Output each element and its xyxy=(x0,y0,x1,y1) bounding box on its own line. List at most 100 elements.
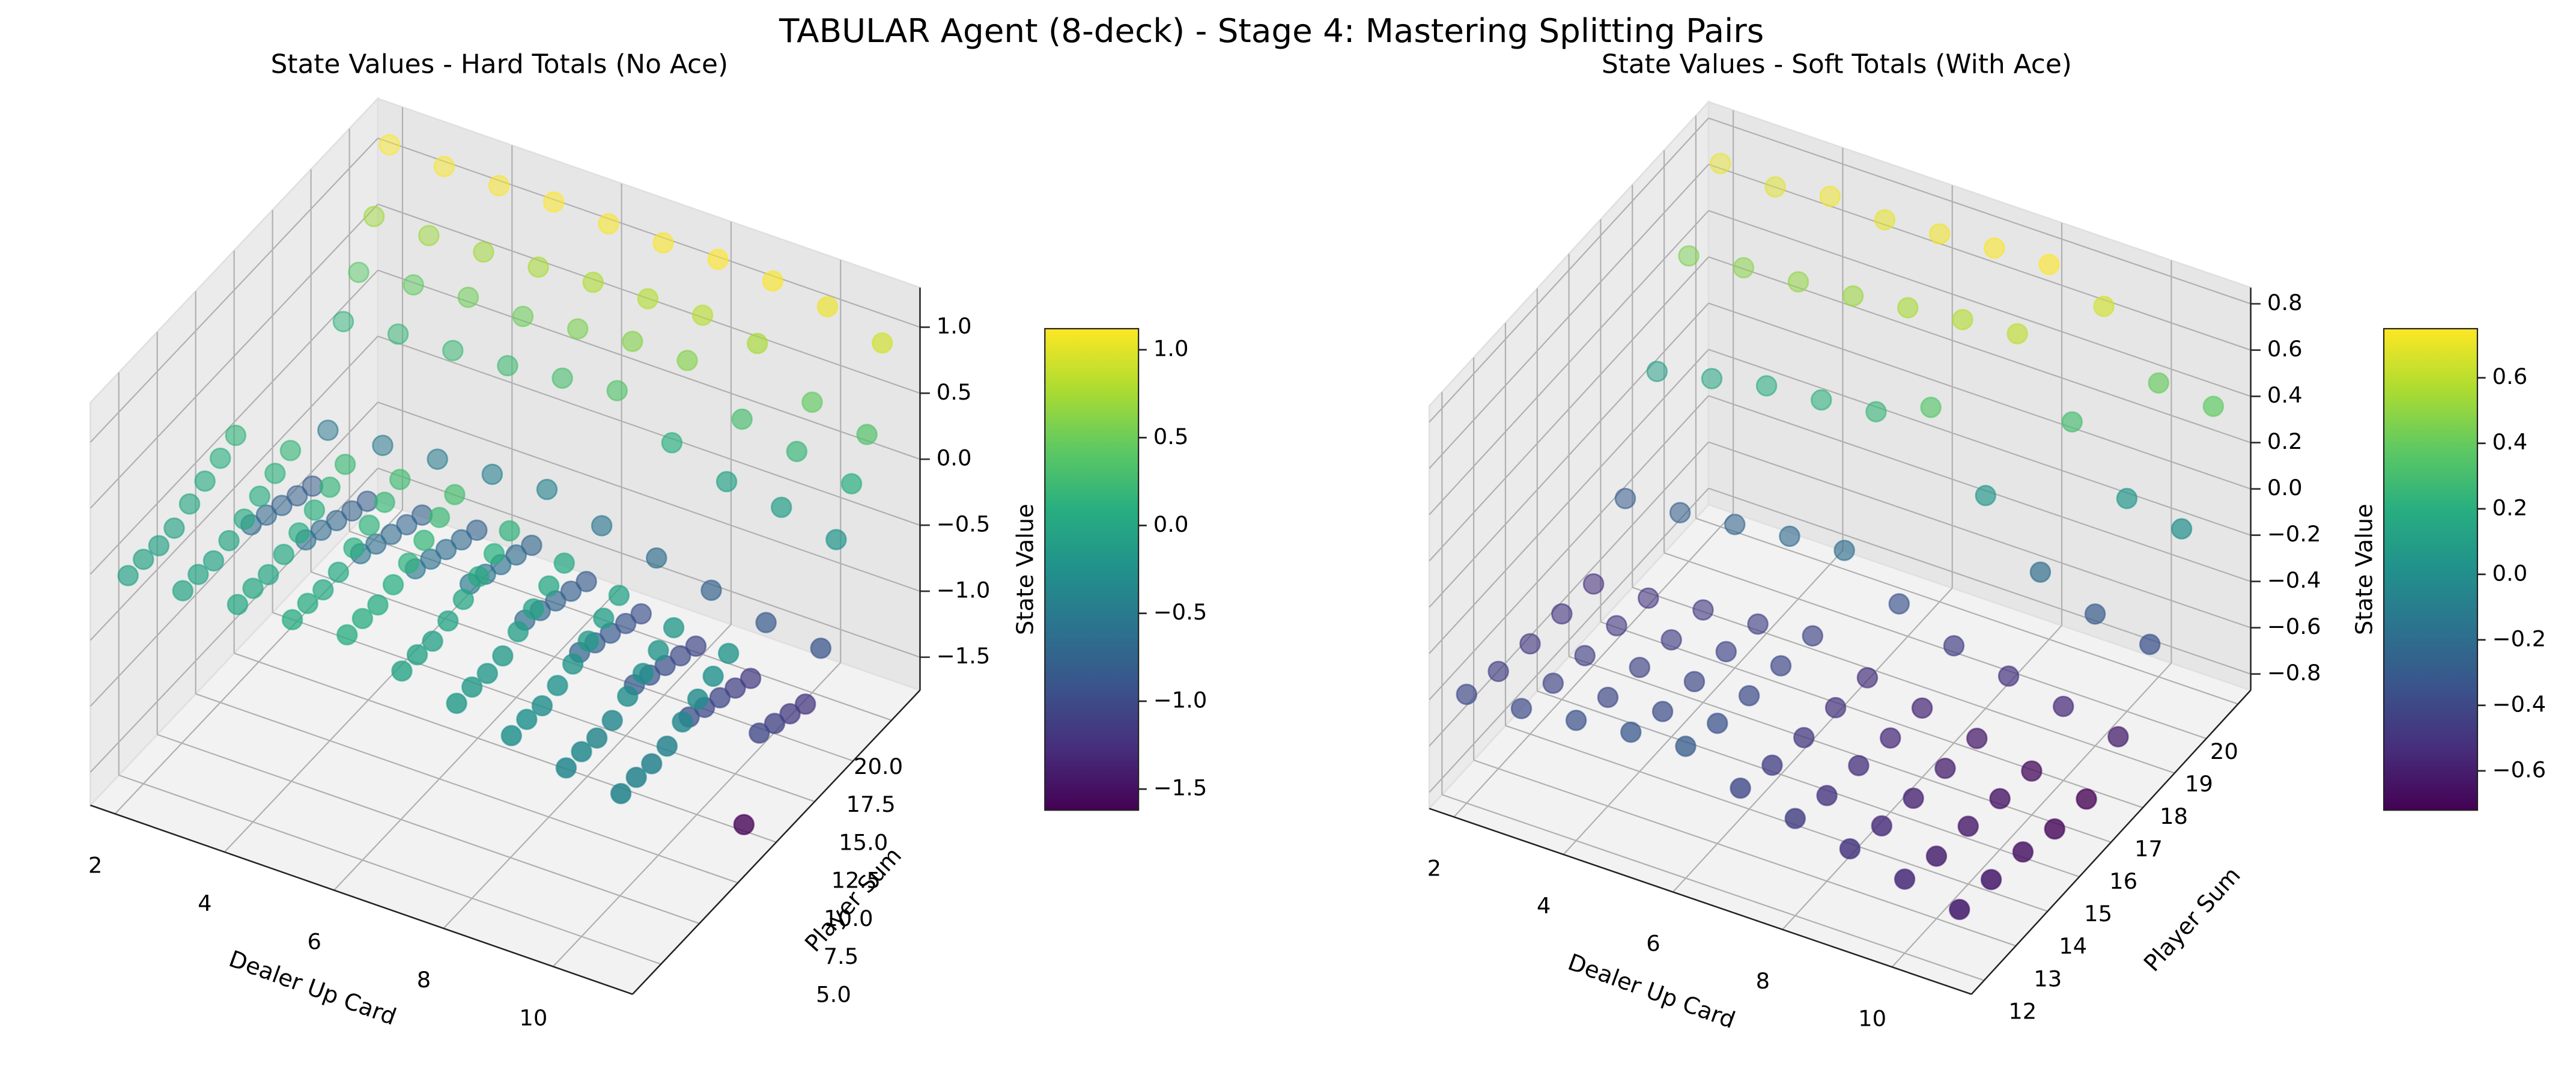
point xyxy=(547,675,568,696)
point xyxy=(625,766,647,788)
point xyxy=(591,515,613,537)
point xyxy=(598,213,619,235)
point xyxy=(202,550,225,572)
point xyxy=(336,624,358,646)
y-tick-label: 17 xyxy=(2134,836,2163,862)
point xyxy=(264,463,286,484)
point xyxy=(586,727,608,749)
grid-line xyxy=(1429,210,1709,516)
point xyxy=(1784,808,1806,829)
point xyxy=(492,645,514,667)
grid-line xyxy=(90,204,378,509)
z-tick-label: 0.8 xyxy=(2267,290,2303,315)
grid-line xyxy=(90,401,378,707)
point xyxy=(632,662,654,684)
point xyxy=(1966,728,1988,749)
grid-line xyxy=(1505,725,2048,912)
grid-line xyxy=(1429,487,1709,793)
point xyxy=(1660,629,1682,651)
point xyxy=(1597,686,1619,708)
point xyxy=(389,469,411,490)
point xyxy=(637,288,659,309)
point xyxy=(2139,633,2161,656)
grid-line xyxy=(1663,552,2207,740)
point xyxy=(271,495,293,516)
point xyxy=(724,677,746,699)
colorbar-label: State Value xyxy=(2351,504,2378,635)
point xyxy=(1948,898,1970,921)
point xyxy=(1811,389,1832,411)
point xyxy=(601,710,623,731)
point xyxy=(209,447,231,469)
point xyxy=(499,520,520,542)
point xyxy=(1824,696,1847,719)
point xyxy=(630,603,652,625)
point xyxy=(2076,788,2097,810)
z-tick-label: −0.2 xyxy=(2267,521,2321,547)
point xyxy=(691,304,714,326)
point xyxy=(1675,736,1697,757)
point xyxy=(288,522,310,544)
point xyxy=(786,440,808,463)
grid-line xyxy=(1429,163,1709,469)
point xyxy=(172,580,194,602)
grid-line xyxy=(1708,163,2251,351)
point xyxy=(2006,323,2028,345)
x-axis-label: Dealer Up Card xyxy=(1564,949,1739,1034)
point xyxy=(2170,518,2193,540)
grid-line xyxy=(1473,759,2016,947)
point xyxy=(1770,655,1792,677)
point xyxy=(746,332,768,355)
point xyxy=(255,504,278,526)
point xyxy=(273,543,295,565)
y-tick-label: 15.0 xyxy=(839,829,888,855)
point xyxy=(473,241,494,263)
y-tick-label: 13 xyxy=(2034,966,2062,991)
y-tick-label: 12 xyxy=(2008,998,2037,1024)
point xyxy=(1764,176,1786,198)
grid-line xyxy=(1708,210,2251,397)
point xyxy=(488,175,510,196)
point xyxy=(646,547,667,569)
point xyxy=(749,722,770,744)
point xyxy=(1997,665,2020,687)
point xyxy=(670,645,691,667)
point xyxy=(516,708,538,730)
colorbar-tick-label: 0.0 xyxy=(1153,511,1189,537)
grid-line xyxy=(90,138,378,443)
grid-line xyxy=(1600,621,2143,809)
point xyxy=(700,579,722,602)
x-tick-label: 10 xyxy=(519,1005,547,1031)
x-tick-label: 4 xyxy=(198,891,211,916)
point xyxy=(374,492,395,513)
point xyxy=(398,552,419,574)
point xyxy=(505,544,527,566)
point xyxy=(715,471,738,493)
point xyxy=(225,424,247,446)
point xyxy=(437,610,459,632)
point xyxy=(286,485,308,507)
point xyxy=(1565,709,1587,731)
point xyxy=(1715,641,1737,663)
y-tick-label: 18 xyxy=(2160,803,2188,829)
point xyxy=(365,533,387,555)
point xyxy=(567,318,589,340)
x-tick-label: 8 xyxy=(1756,968,1770,994)
z-tick-label: 0.4 xyxy=(2267,382,2303,408)
point xyxy=(512,305,534,327)
point xyxy=(433,156,455,177)
colorbar-tick-label: −1.0 xyxy=(1153,687,1208,713)
point xyxy=(279,439,302,461)
point xyxy=(1842,285,1864,307)
point xyxy=(1651,701,1674,722)
grid-line xyxy=(1708,302,2251,490)
axis-line xyxy=(631,689,921,995)
x-tick-label: 10 xyxy=(1858,1005,1886,1031)
point xyxy=(527,256,549,278)
point xyxy=(1701,368,1723,389)
grid-line xyxy=(195,693,738,884)
point xyxy=(466,519,488,541)
point xyxy=(2084,603,2106,625)
colorbar-tick-label: 0.2 xyxy=(2492,495,2528,520)
